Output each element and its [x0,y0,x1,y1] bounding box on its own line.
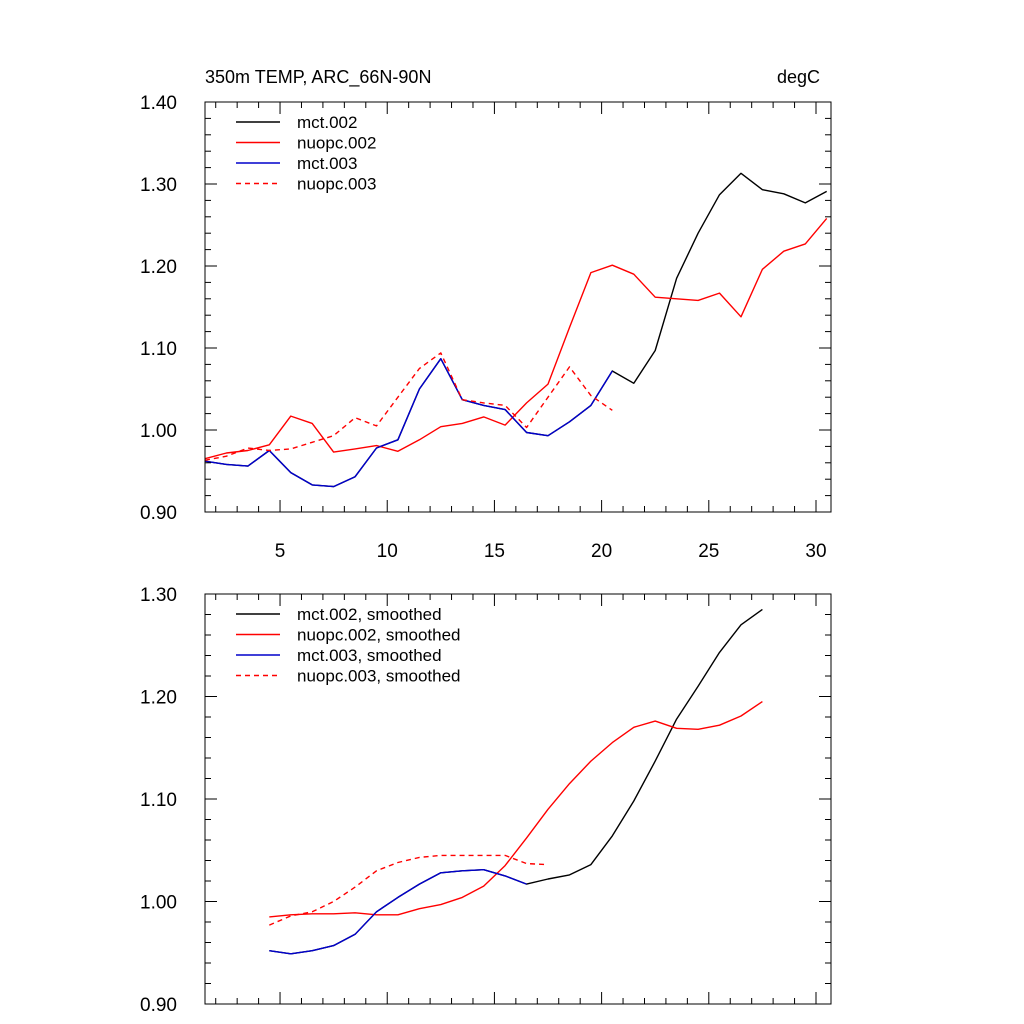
y-tick-label: 1.20 [140,257,177,278]
x-tick-label: 15 [484,541,505,562]
series-line-mct-002 [204,172,828,488]
y-tick-label: 1.00 [140,893,177,914]
axis-ticks: 0.90 1.00 1.10 1.20 1.30 [140,585,831,1016]
y-tick-label: 0.90 [140,995,177,1016]
series-line-nuopc-002-smoothed [269,701,763,918]
plot-frame [204,101,832,513]
plot-marks [269,608,763,955]
legend-label: mct.002 [297,113,357,132]
legend-label: mct.002, smoothed [297,605,442,624]
chart-title: 350m TEMP, ARC_66N-90N [205,67,431,88]
x-tick-label: 20 [591,541,612,562]
legend-label: nuopc.003 [297,175,376,194]
legend-label: nuopc.002, smoothed [297,626,461,645]
y-tick-label: 0.90 [140,503,177,524]
y-tick-label: 1.20 [140,688,177,709]
legend-label: nuopc.002 [297,134,376,153]
x-tick-label: 5 [275,541,286,562]
panel-bottom: 0.90 1.00 1.10 1.20 1.30 mct.002, smoothed nu… [140,585,832,1016]
legend: mct.002, smoothed nuopc.002, smoothedmct.… [236,605,461,686]
series-line-mct-003 [204,358,613,488]
series-line-nuopc-003 [204,352,613,461]
x-tick-label: 25 [698,541,719,562]
series-line-nuopc-003-smoothed [269,854,549,926]
series-line-nuopc-002 [204,217,828,460]
chart-units: degC [777,67,820,87]
legend-label: mct.003, smoothed [297,646,442,665]
x-tick-label: 10 [377,541,398,562]
y-tick-label: 1.10 [140,790,177,811]
y-tick-label: 1.40 [140,93,177,114]
axis-ticks: 0.90 1.00 1.10 1.20 1.30 1.40 5 10 15 20 25 30 [140,93,831,562]
y-tick-label: 1.30 [140,585,177,606]
y-tick-label: 1.30 [140,175,177,196]
y-tick-label: 1.10 [140,339,177,360]
y-tick-label: 1.00 [140,421,177,442]
legend-label: nuopc.003, smoothed [297,667,461,686]
panel-top: 350m TEMP, ARC_66N-90N degC 0.90 1.00 1.10… [140,67,832,562]
plot-marks [204,172,828,488]
x-tick-label: 30 [805,541,826,562]
legend-label: mct.003 [297,154,357,173]
series-line-mct-003-smoothed [269,869,527,955]
